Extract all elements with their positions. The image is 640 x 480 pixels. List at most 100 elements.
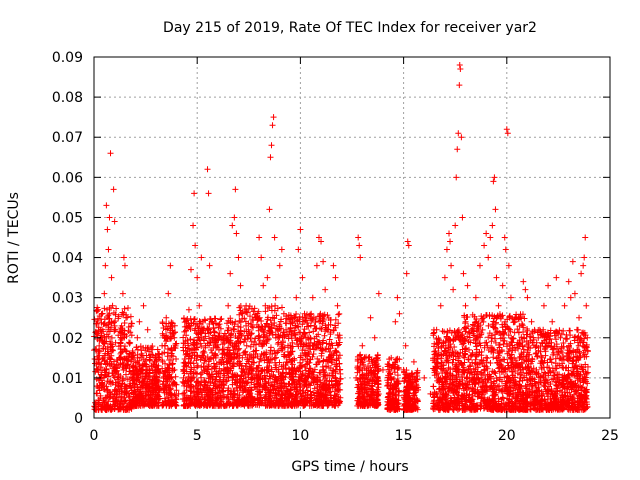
data-point [394, 372, 401, 379]
data-point [105, 312, 112, 319]
data-point [133, 391, 140, 398]
data-point [137, 379, 144, 386]
data-point [108, 334, 115, 341]
data-point [140, 401, 147, 408]
data-point [132, 364, 139, 371]
data-point [114, 356, 121, 363]
data-point [163, 338, 170, 345]
data-point [142, 347, 149, 354]
data-point [220, 350, 227, 357]
data-point [169, 401, 176, 408]
data-point [134, 354, 141, 361]
data-point [202, 333, 209, 340]
data-point [93, 376, 100, 383]
data-point [159, 320, 166, 327]
data-point [93, 365, 100, 372]
data-point [118, 336, 125, 343]
data-point [95, 356, 102, 363]
data-point [99, 326, 106, 333]
data-point [230, 325, 237, 332]
data-point [126, 340, 133, 347]
data-point [167, 357, 174, 364]
data-point [116, 328, 123, 335]
data-point [171, 322, 178, 329]
data-point [160, 375, 167, 382]
data-point [107, 338, 114, 345]
data-point [142, 357, 149, 364]
data-point [118, 393, 125, 400]
data-point [171, 334, 178, 341]
data-point [160, 370, 167, 377]
data-point [94, 330, 101, 337]
data-point [101, 333, 108, 340]
data-point [164, 378, 171, 385]
data-point [193, 370, 200, 377]
data-point [163, 402, 170, 409]
data-point [112, 318, 119, 325]
data-point [100, 374, 107, 381]
data-point [125, 357, 132, 364]
data-point [168, 367, 175, 374]
data-point [523, 385, 530, 392]
data-point [100, 345, 107, 352]
data-point [144, 387, 151, 394]
data-point [108, 319, 115, 326]
data-point [160, 401, 167, 408]
data-point [119, 335, 126, 342]
data-point [133, 402, 140, 409]
data-point [99, 402, 106, 409]
data-point [107, 381, 114, 388]
data-point [521, 315, 528, 322]
data-point [106, 394, 113, 401]
data-point [172, 402, 179, 409]
data-point [101, 399, 108, 406]
data-point [167, 385, 174, 392]
data-point [430, 383, 437, 390]
data-point [137, 367, 144, 374]
data-point [335, 311, 342, 318]
data-point [115, 406, 122, 413]
data-point [168, 391, 175, 398]
data-point [145, 396, 152, 403]
data-point [167, 324, 174, 331]
data-point [255, 333, 262, 340]
x-axis-label: GPS time / hours [291, 459, 408, 475]
data-point [167, 390, 174, 397]
data-point [166, 362, 173, 369]
data-point [97, 395, 104, 402]
data-point [134, 386, 141, 393]
data-point [129, 389, 136, 396]
data-points [91, 62, 591, 413]
data-point [439, 328, 446, 335]
data-point [169, 381, 176, 388]
data-point [107, 405, 114, 412]
data-point [306, 329, 313, 336]
data-point [146, 348, 153, 355]
data-point [162, 335, 169, 342]
data-point [126, 364, 133, 371]
data-point [487, 359, 494, 366]
data-point [142, 363, 149, 370]
data-point [237, 319, 244, 326]
data-point [117, 398, 124, 405]
data-point [154, 346, 161, 353]
data-point [106, 315, 113, 322]
data-point [119, 388, 126, 395]
data-point [199, 349, 206, 356]
data-point [95, 350, 102, 357]
data-point [123, 348, 130, 355]
data-point [122, 404, 129, 411]
data-point [159, 365, 166, 372]
data-point [210, 360, 217, 367]
data-point [321, 332, 328, 339]
y-axis-label: ROTI / TECUs [6, 192, 22, 284]
data-point [103, 322, 110, 329]
data-point [217, 316, 224, 323]
data-point [96, 352, 103, 359]
data-point [149, 346, 156, 353]
data-point [120, 367, 127, 374]
data-point [152, 363, 159, 370]
data-point [160, 325, 167, 332]
data-point [165, 394, 172, 401]
